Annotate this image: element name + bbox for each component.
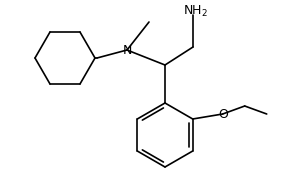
Text: NH$_2$: NH$_2$ xyxy=(183,3,208,19)
Text: N: N xyxy=(122,44,132,57)
Text: O: O xyxy=(218,108,228,121)
